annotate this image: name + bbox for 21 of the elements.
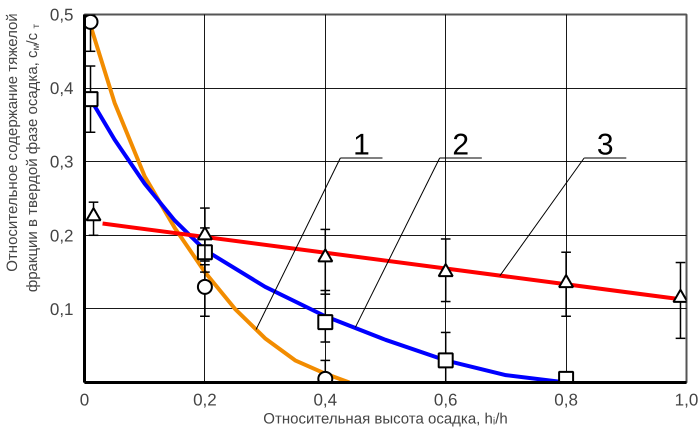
y-tick-label: 0,4	[50, 79, 74, 98]
annotation: 2	[452, 128, 470, 162]
annotation: 1	[353, 128, 370, 162]
point	[196, 226, 213, 240]
x-tick-label: 0,8	[554, 390, 578, 410]
x-tick-label: 0,6	[434, 390, 458, 410]
x-tick-label: 0,4	[313, 390, 338, 410]
x-axis-title: Относительная высота осадка, hᵢ/h	[263, 410, 508, 428]
y-tick-label: 0,1	[50, 300, 74, 319]
point	[86, 207, 102, 222]
x-tick-label: 1,0	[674, 390, 698, 410]
point	[84, 91, 99, 108]
annotation: 3	[596, 128, 614, 162]
y-tick-label: 0,2	[50, 226, 74, 246]
y-tick-label: 0,3	[50, 152, 74, 172]
point	[558, 274, 574, 288]
x-tick-label: 0	[80, 390, 90, 410]
y-tick-label: 0,5	[50, 6, 74, 24]
x-tick-label: 0,2	[193, 390, 217, 410]
point	[438, 263, 454, 278]
point	[317, 248, 334, 262]
